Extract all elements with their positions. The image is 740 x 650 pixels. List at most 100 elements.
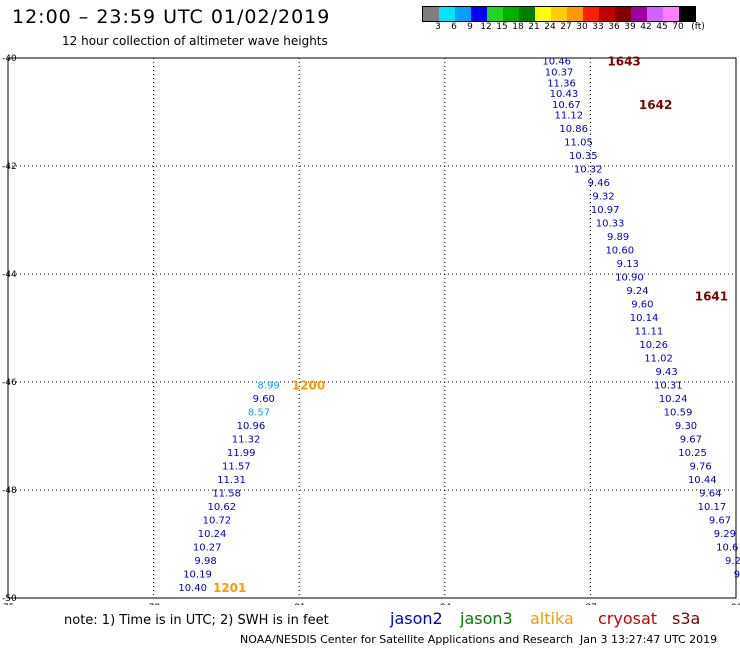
wave-height-label: 10.90 bbox=[615, 273, 644, 284]
wave-height-label: 10.43 bbox=[550, 89, 579, 100]
legend-swatch bbox=[439, 7, 455, 21]
lat-tick-label: -46 bbox=[2, 378, 17, 388]
wave-height-label: 10.24 bbox=[198, 529, 227, 540]
legend-swatch bbox=[503, 7, 519, 21]
wave-height-label: 9.43 bbox=[655, 367, 677, 378]
pass-time-label: 1200 bbox=[292, 379, 325, 393]
legend-tick-label: 21 bbox=[528, 22, 540, 32]
map-frame bbox=[7, 57, 737, 599]
wave-height-label: 10.86 bbox=[559, 124, 588, 135]
wave-height-label: 9.89 bbox=[607, 232, 629, 243]
wave-height-label: 11.36 bbox=[547, 78, 576, 89]
wave-height-label: 9.2 bbox=[725, 556, 740, 567]
legend-tick-label: 70 bbox=[672, 22, 684, 32]
satellite-legend-jason3: jason3 bbox=[460, 609, 513, 628]
pass-time-label: 1642 bbox=[639, 98, 672, 112]
satellite-legend-s3a: s3a bbox=[672, 609, 701, 628]
lon-tick-label: 90 bbox=[731, 603, 740, 605]
footer-note: note: 1) Time is in UTC; 2) SWH is in fe… bbox=[64, 613, 329, 628]
lat-tick-label: -42 bbox=[2, 162, 17, 172]
lat-tick-label: -48 bbox=[2, 486, 17, 496]
wave-height-label: 10.44 bbox=[688, 475, 717, 486]
legend-swatch bbox=[599, 7, 615, 21]
legend-tick-label: 18 bbox=[512, 22, 524, 32]
wave-height-label: 10.62 bbox=[207, 502, 236, 513]
wave-height-label: 11.58 bbox=[212, 489, 241, 500]
page-title: 12:00 – 23:59 UTC 01/02/2019 bbox=[12, 6, 331, 28]
wave-height-label: 10.35 bbox=[569, 151, 598, 162]
wave-height-label: 10.19 bbox=[183, 570, 212, 581]
pass-time-label: 1643 bbox=[607, 55, 640, 69]
wave-height-label: 9.46 bbox=[588, 178, 610, 189]
wave-height-label: 9.67 bbox=[680, 435, 702, 446]
satellite-legend-jason2: jason2 bbox=[390, 609, 443, 628]
legend-tick-label: 6 bbox=[451, 22, 457, 32]
wave-height-label: 10.97 bbox=[591, 205, 620, 216]
wave-height-label: 11.02 bbox=[644, 354, 673, 365]
wave-height-label: 11.11 bbox=[635, 327, 664, 338]
legend-tick-label: 30 bbox=[576, 22, 588, 32]
wave-height-label: 9.64 bbox=[699, 489, 721, 500]
wave-height-label: 10.33 bbox=[596, 219, 625, 230]
wave-height-label: 10.67 bbox=[552, 100, 581, 111]
legend-tick-label: 3 bbox=[435, 22, 441, 32]
wave-height-label: 10.46 bbox=[542, 57, 571, 68]
legend-tick-label: 39 bbox=[624, 22, 636, 32]
legend-tick-label: 33 bbox=[592, 22, 604, 32]
legend-swatch bbox=[551, 7, 567, 21]
wave-height-label: 9.32 bbox=[592, 192, 614, 203]
wave-height-label: 9.13 bbox=[617, 259, 639, 270]
wave-height-label: 10.31 bbox=[654, 381, 683, 392]
wave-height-label: 9.24 bbox=[626, 286, 648, 297]
legend-tick-label: 36 bbox=[608, 22, 620, 32]
legend-tick-label: 9 bbox=[467, 22, 473, 32]
pass-time-label: 1201 bbox=[213, 581, 246, 595]
lon-tick-label: 81 bbox=[294, 603, 305, 605]
footer-timestamp: Jan 3 13:27:47 UTC 2019 bbox=[580, 633, 718, 646]
wave-height-label: 8.99 bbox=[258, 381, 280, 392]
legend-unit: (ft) bbox=[691, 22, 705, 32]
legend-tick-label: 42 bbox=[640, 22, 652, 32]
wave-height-label: 11.31 bbox=[217, 475, 246, 486]
altimeter-map: -40 -42 -44 -46 -48 -5075 78 81 84 87 90 8.99 9.60 8.… bbox=[2, 54, 740, 605]
wave-height-label: 9.67 bbox=[709, 516, 731, 527]
wave-height-label: 11.57 bbox=[222, 462, 251, 473]
legend-swatch bbox=[631, 7, 647, 21]
wave-height-label: 11.05 bbox=[564, 138, 593, 149]
wave-height-label: 10.72 bbox=[203, 516, 232, 527]
footer-credit: NOAA/NESDIS Center for Satellite Applica… bbox=[240, 633, 574, 646]
legend-tick-label: 27 bbox=[560, 22, 572, 32]
wave-height-label: 9.30 bbox=[675, 421, 697, 432]
satellite-legend-altika: altika bbox=[530, 609, 574, 628]
wave-height-label: 10.40 bbox=[178, 583, 207, 594]
wave-height-label: 10.6 bbox=[716, 543, 738, 554]
legend-swatch bbox=[567, 7, 583, 21]
wave-height-label: 9.29 bbox=[714, 529, 736, 540]
legend-swatch bbox=[535, 7, 551, 21]
legend-tick-label: 15 bbox=[496, 22, 508, 32]
legend-swatch bbox=[615, 7, 631, 21]
satellite-legend-cryosat: cryosat bbox=[598, 609, 658, 628]
legend-tick-label: 45 bbox=[656, 22, 668, 32]
lat-tick-label: -40 bbox=[2, 54, 17, 64]
legend-swatch bbox=[647, 7, 663, 21]
wave-height-label: 9.76 bbox=[689, 462, 711, 473]
wave-height-label: 10.60 bbox=[605, 246, 634, 257]
wave-height-label: 10.37 bbox=[545, 68, 574, 79]
wave-height-label: 9.98 bbox=[194, 556, 216, 567]
page-subtitle: 12 hour collection of altimeter wave hei… bbox=[62, 34, 328, 48]
legend-swatch bbox=[487, 7, 503, 21]
legend-swatch bbox=[679, 7, 695, 21]
wave-height-label: 10.26 bbox=[639, 340, 668, 351]
wave-height-label: 10.32 bbox=[574, 165, 603, 176]
wave-height-label: 9.60 bbox=[631, 300, 653, 311]
legend-tick-label: 12 bbox=[480, 22, 492, 32]
pass-time-label: 1641 bbox=[695, 290, 728, 304]
wave-height-label: 9.60 bbox=[253, 394, 275, 405]
wave-height-label: 11.12 bbox=[554, 111, 583, 122]
lat-tick-label: -50 bbox=[2, 594, 17, 604]
wave-height-label: 11.99 bbox=[227, 448, 256, 459]
wave-height-label: 9. bbox=[734, 570, 740, 581]
lon-tick-label: 75 bbox=[3, 603, 14, 605]
lat-tick-label: -44 bbox=[2, 270, 17, 280]
